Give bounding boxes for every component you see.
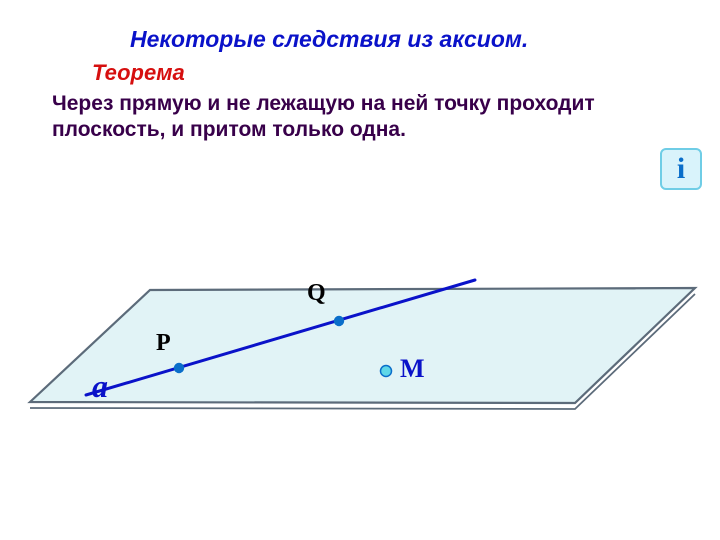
label-m: M	[400, 354, 425, 384]
point-p	[174, 363, 184, 373]
label-q: Q	[307, 280, 326, 307]
label-p: P	[156, 330, 171, 357]
plane-diagram	[0, 0, 720, 540]
label-line-a: a	[92, 368, 108, 405]
point-m	[381, 366, 392, 377]
point-q	[334, 316, 344, 326]
plane-shape	[30, 288, 695, 403]
